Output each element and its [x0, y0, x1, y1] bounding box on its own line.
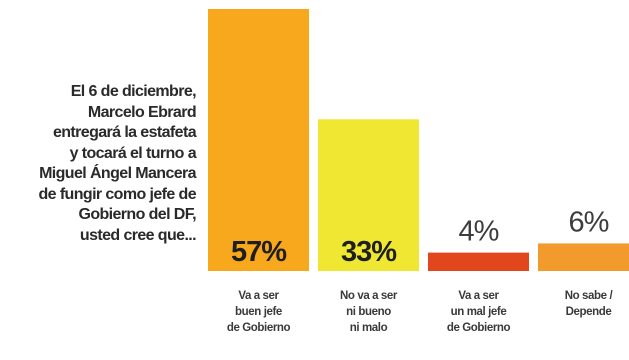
- bar-3: [428, 252, 529, 271]
- bar-2: [318, 119, 419, 271]
- bar-4: [538, 243, 629, 271]
- question-line: Miguel Ángel Mancera: [39, 165, 197, 182]
- value-label-4: 6%: [569, 206, 609, 238]
- category-label-4: No sabe / Depende: [565, 290, 614, 318]
- question-line: entregará la estafeta: [52, 124, 197, 141]
- value-label-2: 33%: [341, 236, 397, 268]
- category-label-3: Va a ser un mal jefe de Gobierno: [447, 290, 511, 334]
- question-line: usted cree que...: [79, 226, 197, 244]
- value-label-3: 4%: [459, 216, 499, 248]
- question-line: de fungir como jefe de: [38, 185, 197, 203]
- question-line: Gobierno del DF,: [78, 206, 196, 223]
- question-text: El 6 de diciembre, Marcelo Ebrard entreg…: [4, 82, 197, 246]
- question-line: Marcelo Ebrard: [87, 103, 197, 121]
- category-label-2: No va a ser ni bueno ni malo: [340, 290, 398, 334]
- value-label-1: 57%: [231, 236, 287, 268]
- question-line: y tocará el turno a: [69, 144, 197, 162]
- bar-1: [208, 9, 309, 271]
- question-line: El 6 de diciembre,: [70, 83, 197, 100]
- category-label-1: Va a ser buen jefe de Gobierno: [227, 290, 291, 334]
